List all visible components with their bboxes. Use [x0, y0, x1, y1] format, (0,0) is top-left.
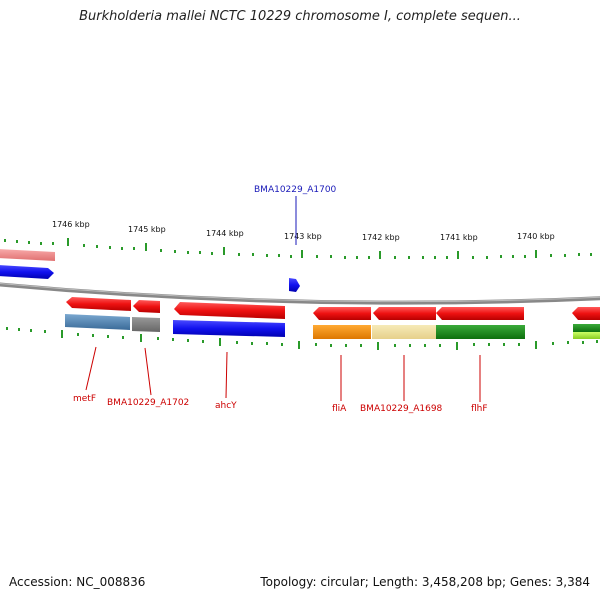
gene-arrow-right-edge[interactable]: [572, 307, 600, 320]
kbp-label: 1744 kbp: [206, 229, 244, 238]
block-fliA[interactable]: [313, 325, 371, 339]
label-leaders: [85, 196, 481, 402]
gene-label-a1700[interactable]: BMA10229_A1700: [254, 185, 337, 195]
gene-arrow-flhF[interactable]: [436, 307, 524, 320]
gene-label-fliA[interactable]: fliA: [332, 404, 347, 414]
kbp-label: 1740 kbp: [517, 232, 555, 241]
outer-track-features: [0, 249, 300, 292]
gene-arrow-ahcY[interactable]: [174, 302, 285, 319]
kbp-label: 1741 kbp: [440, 233, 478, 242]
accession-text: Accession: NC_008836: [9, 575, 146, 589]
gene-feature-blue-left[interactable]: [0, 265, 54, 279]
kbp-label: 1746 kbp: [52, 220, 90, 229]
gene-label-ahcY[interactable]: ahcY: [215, 401, 237, 411]
block-a1702[interactable]: [132, 317, 160, 332]
topology-summary: Topology: circular; Length: 3,458,208 bp…: [260, 575, 590, 589]
block-ahcY[interactable]: [173, 320, 285, 337]
kbp-label: 1742 kbp: [362, 233, 400, 242]
gene-label-a1702[interactable]: BMA10229_A1702: [107, 398, 189, 408]
upper-tick-row: [4, 238, 592, 259]
gene-label-flhF[interactable]: flhF: [471, 404, 488, 414]
gene-feature-blue-small[interactable]: [289, 278, 300, 292]
block-right-edge-lime[interactable]: [573, 332, 600, 339]
lower-tick-row: [6, 327, 598, 350]
block-a1698[interactable]: [372, 325, 436, 339]
chromosome-backbone: [0, 282, 600, 305]
function-blocks: [65, 314, 600, 339]
block-right-edge-green[interactable]: [573, 324, 600, 332]
gene-arrow-a1698[interactable]: [373, 307, 436, 320]
gene-arrow-a1702[interactable]: [133, 300, 160, 313]
block-metF[interactable]: [65, 314, 130, 330]
map-title: Burkholderia mallei NCTC 10229 chromosom…: [79, 9, 521, 24]
reverse-strand-features: [66, 297, 600, 320]
kbp-label: 1745 kbp: [128, 225, 166, 234]
gene-arrow-fliA[interactable]: [313, 307, 371, 320]
gene-label-metF[interactable]: metF: [73, 394, 96, 404]
gene-feature-pink[interactable]: [0, 249, 55, 261]
gene-arrow-metF[interactable]: [66, 297, 131, 311]
block-flhF[interactable]: [436, 325, 525, 339]
kbp-label: 1743 kbp: [284, 232, 322, 241]
gene-label-a1698[interactable]: BMA10229_A1698: [360, 404, 443, 414]
